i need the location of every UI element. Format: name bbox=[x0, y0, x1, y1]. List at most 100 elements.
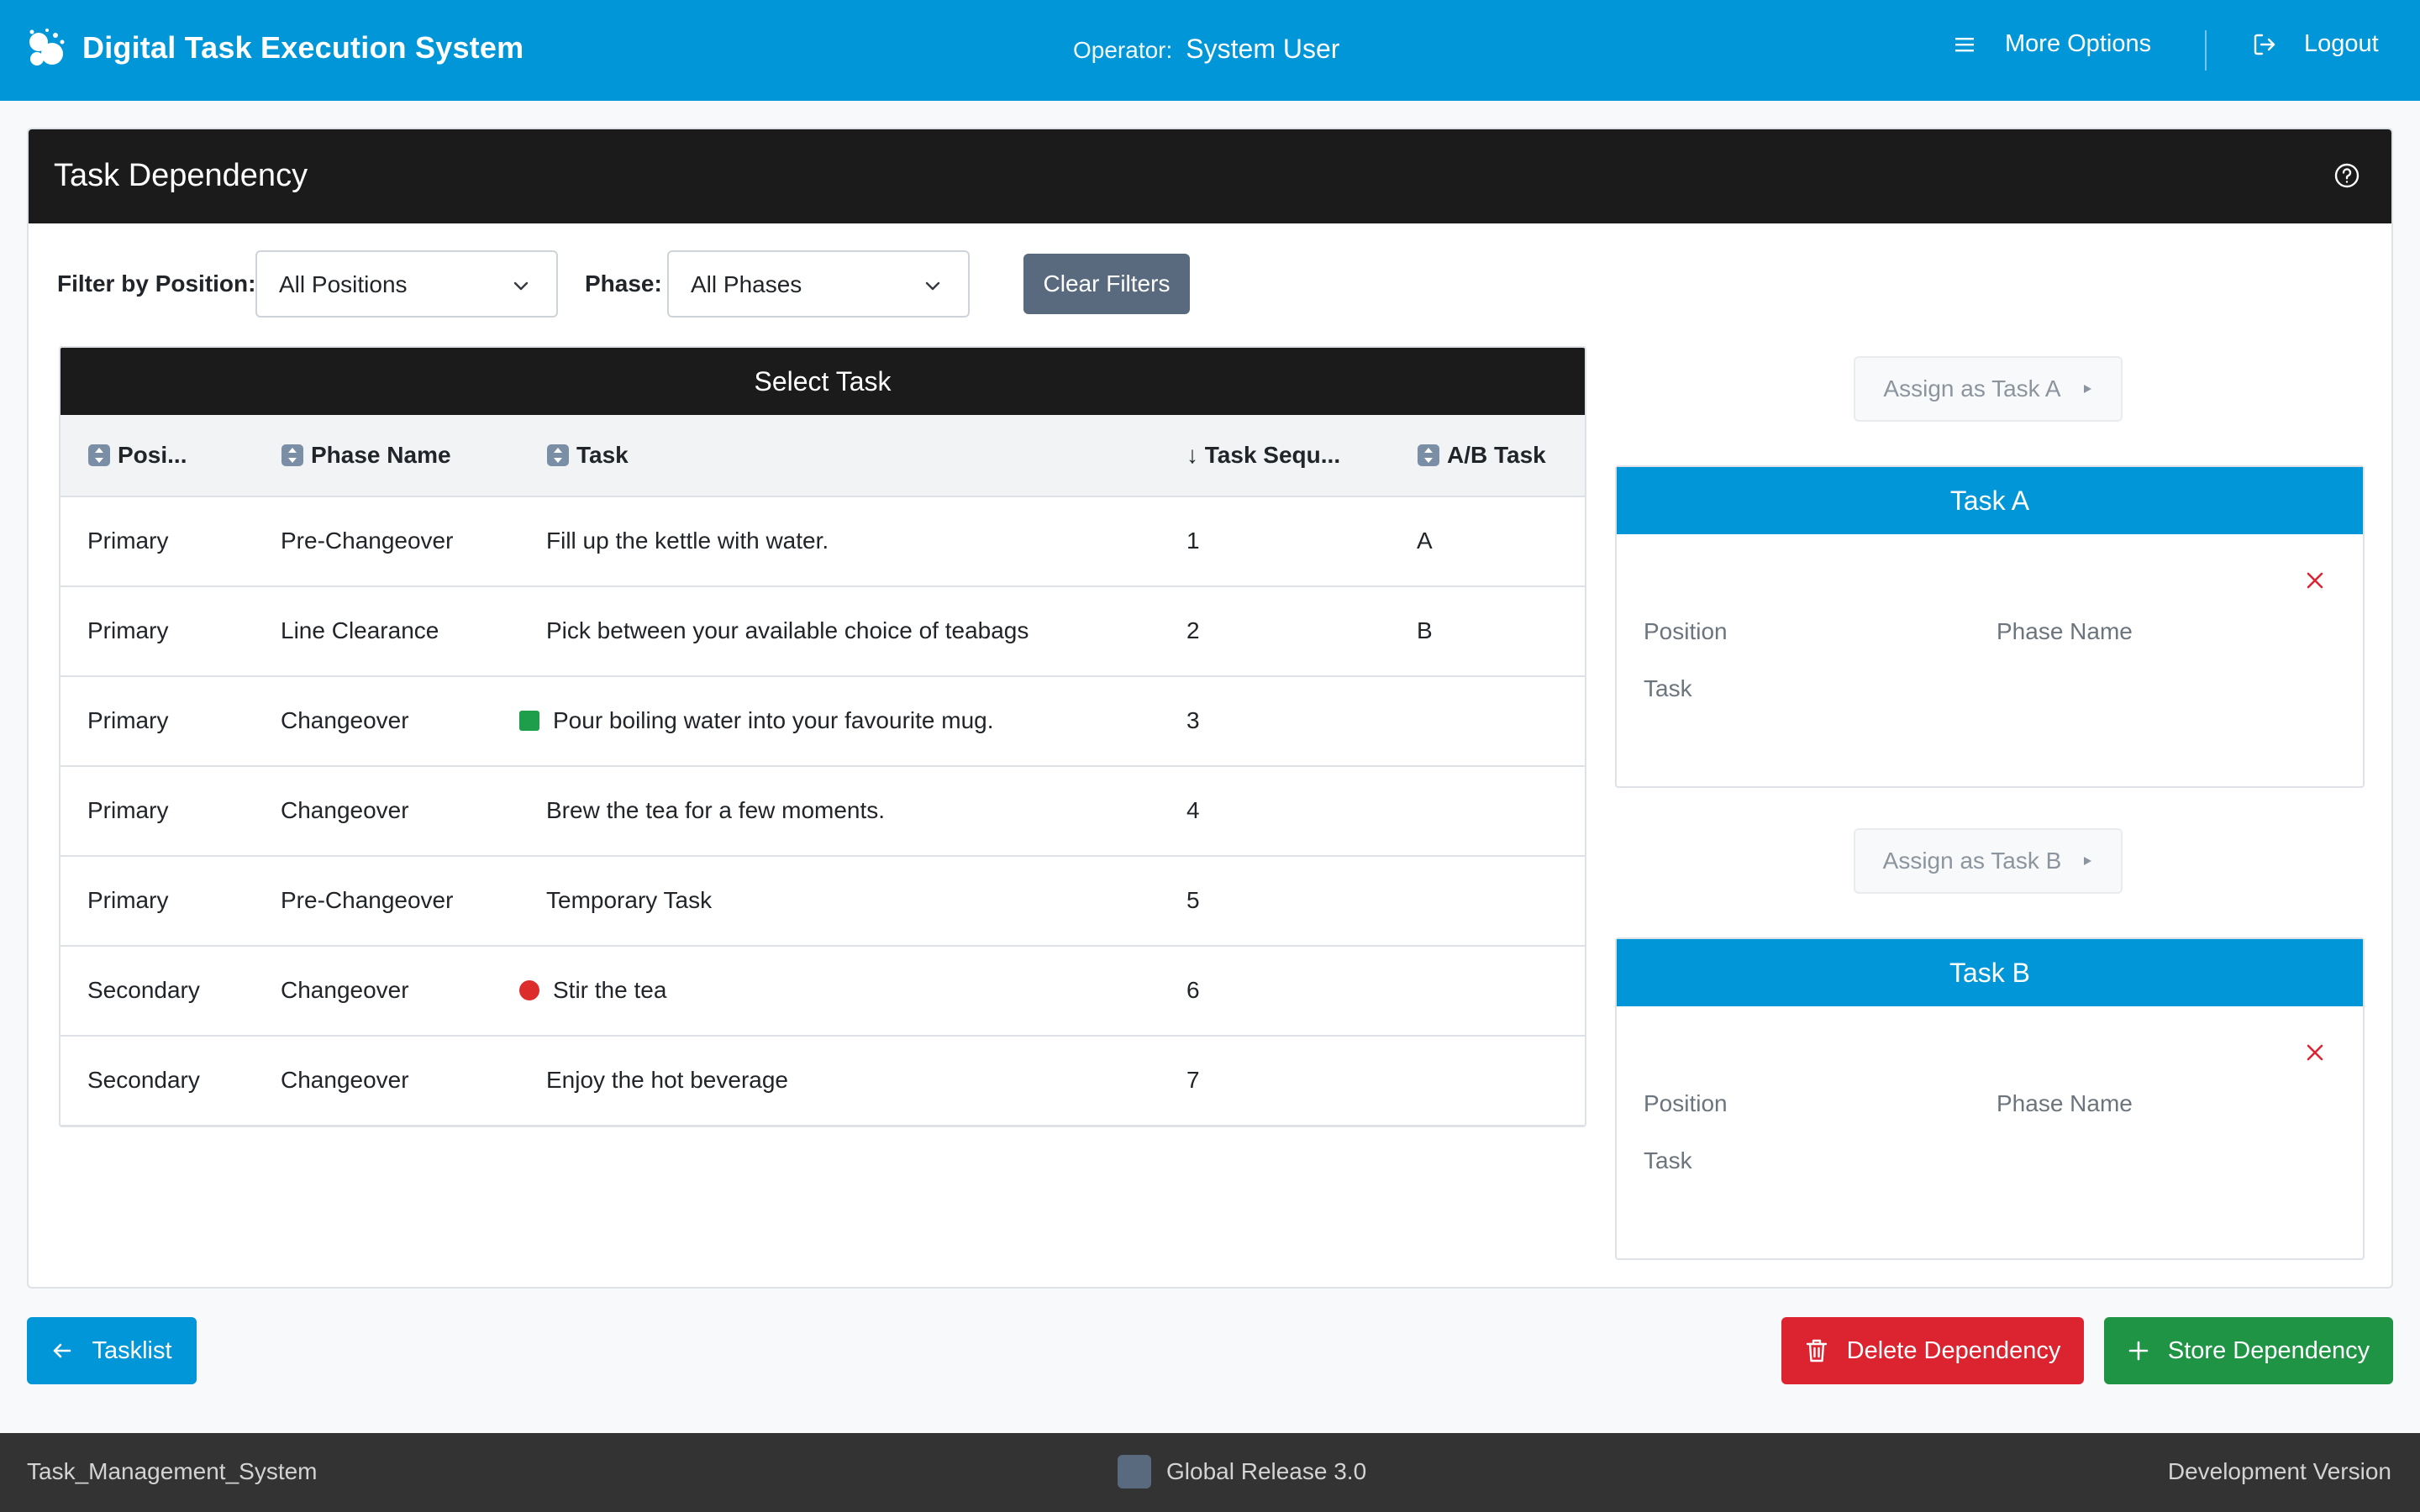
cell-phase: Pre-Changeover bbox=[281, 887, 454, 913]
table-row[interactable]: Secondary Changeover Enjoy the hot bever… bbox=[60, 1037, 1585, 1126]
logout-button[interactable]: Logout bbox=[2252, 30, 2379, 58]
app-logo-icon bbox=[29, 29, 65, 66]
chevron-down-icon bbox=[513, 281, 529, 291]
phase-filter-select[interactable]: All Phases bbox=[667, 250, 970, 318]
table-row[interactable]: Primary Pre-Changeover Temporary Task 5 bbox=[60, 857, 1585, 947]
footer-release-label: Global Release 3.0 bbox=[1166, 1458, 1367, 1484]
cell-phase: Changeover bbox=[281, 797, 409, 823]
cell-task: Stir the tea bbox=[519, 977, 666, 1004]
operator-info: Operator: System User bbox=[1073, 34, 1339, 65]
clear-filters-button[interactable]: Clear Filters bbox=[1023, 254, 1190, 314]
column-header-label: Phase Name bbox=[311, 442, 451, 468]
cell-phase: Changeover bbox=[281, 707, 409, 733]
cell-task: Pour boiling water into your favourite m… bbox=[519, 707, 994, 734]
card-header: Task Dependency bbox=[29, 129, 2391, 223]
position-filter-value: All Positions bbox=[279, 271, 408, 297]
column-header-ab-task[interactable]: A/B Task bbox=[1417, 442, 1546, 469]
red-status-marker-icon bbox=[519, 980, 539, 1000]
phase-filter-label: Phase: bbox=[585, 270, 662, 297]
table-header: Posi... Phase Name Task ↓ Task Sequ... A… bbox=[60, 415, 1585, 497]
column-header-phase-name[interactable]: Phase Name bbox=[281, 442, 451, 469]
column-header-position[interactable]: Posi... bbox=[87, 442, 187, 469]
column-header-task-sequence[interactable]: ↓ Task Sequ... bbox=[1186, 442, 1340, 469]
cell-task: Pick between your available choice of te… bbox=[546, 617, 1029, 643]
table-row[interactable]: Primary Changeover Pour boiling water in… bbox=[60, 677, 1585, 767]
more-options-label: More Options bbox=[2005, 30, 2152, 57]
caret-right-icon bbox=[2084, 857, 2092, 865]
store-dependency-label: Store Dependency bbox=[2167, 1336, 2370, 1364]
column-header-label: ↓ Task Sequ... bbox=[1186, 442, 1341, 468]
cell-sequence: 4 bbox=[1186, 797, 1200, 823]
assign-task-a-label: Assign as Task A bbox=[1883, 375, 2061, 402]
top-navbar: Digital Task Execution System Operator: … bbox=[0, 0, 2420, 101]
task-b-panel: Task B Position Phase Name Task bbox=[1615, 937, 2365, 1260]
cell-position: Primary bbox=[87, 528, 169, 554]
logout-icon bbox=[2254, 34, 2275, 55]
tasklist-button[interactable]: Tasklist bbox=[27, 1317, 197, 1384]
cell-task-text: Stir the tea bbox=[553, 977, 667, 1003]
column-header-task[interactable]: Task bbox=[546, 442, 629, 469]
more-options-button[interactable]: More Options bbox=[1953, 30, 2151, 58]
assign-task-b-label: Assign as Task B bbox=[1882, 848, 2062, 874]
column-header-label: Task bbox=[576, 442, 629, 468]
cell-position: Primary bbox=[87, 797, 169, 823]
task-a-phase-label: Phase Name bbox=[1996, 618, 2133, 644]
cell-position: Primary bbox=[87, 887, 169, 913]
cell-task: Brew the tea for a few moments. bbox=[546, 797, 886, 823]
caret-right-icon bbox=[2083, 385, 2091, 393]
cell-sequence: 7 bbox=[1186, 1067, 1200, 1093]
task-b-task-label: Task bbox=[1644, 1147, 1692, 1173]
task-dependency-card: Task Dependency Filter by Position: All … bbox=[27, 128, 2393, 1289]
close-icon[interactable] bbox=[2304, 570, 2326, 591]
cell-phase: Changeover bbox=[281, 1067, 409, 1093]
column-header-label: Posi... bbox=[118, 442, 187, 468]
cell-task: Temporary Task bbox=[546, 887, 713, 913]
menu-icon bbox=[1955, 37, 1974, 51]
table-row[interactable]: Primary Changeover Brew the tea for a fe… bbox=[60, 767, 1585, 857]
brand[interactable]: Digital Task Execution System bbox=[25, 25, 523, 71]
cell-task: Fill up the kettle with water. bbox=[546, 528, 829, 554]
task-a-title: Task A bbox=[1617, 467, 2363, 534]
sort-icon bbox=[88, 444, 110, 466]
operator-label: Operator: bbox=[1073, 37, 1173, 63]
select-task-table: Select Task Posi... Phase Name Task ↓ Ta… bbox=[59, 346, 1586, 1127]
arrow-left-icon bbox=[54, 1343, 71, 1358]
chevron-down-icon bbox=[925, 281, 940, 291]
task-b-phase-label: Phase Name bbox=[1996, 1090, 2133, 1116]
cell-sequence: 2 bbox=[1186, 617, 1200, 643]
position-filter-select[interactable]: All Positions bbox=[255, 250, 558, 318]
help-icon[interactable] bbox=[2333, 161, 2361, 190]
logout-label: Logout bbox=[2304, 30, 2379, 57]
assign-task-a-button[interactable]: Assign as Task A bbox=[1854, 356, 2123, 422]
assign-task-b-button[interactable]: Assign as Task B bbox=[1854, 828, 2123, 894]
sort-icon bbox=[281, 444, 303, 466]
tasklist-label: Tasklist bbox=[92, 1336, 172, 1364]
cell-sequence: 1 bbox=[1186, 528, 1200, 554]
table-row[interactable]: Secondary Changeover Stir the tea 6 bbox=[60, 947, 1585, 1037]
operator-name: System User bbox=[1186, 34, 1340, 64]
cell-position: Secondary bbox=[87, 1067, 200, 1093]
footer-system-name: Task_Management_System bbox=[27, 1458, 318, 1484]
plus-icon bbox=[2128, 1341, 2149, 1361]
delete-dependency-button[interactable]: Delete Dependency bbox=[1781, 1317, 2084, 1384]
card-title: Task Dependency bbox=[54, 158, 308, 193]
table-row[interactable]: Primary Pre-Changeover Fill up the kettl… bbox=[60, 497, 1585, 587]
cell-position: Primary bbox=[87, 617, 169, 643]
cell-sequence: 6 bbox=[1186, 977, 1200, 1003]
cell-sequence: 3 bbox=[1186, 707, 1200, 733]
footer-release: Global Release 3.0 bbox=[1118, 1455, 1366, 1488]
cell-task-text: Pour boiling water into your favourite m… bbox=[553, 707, 994, 733]
table-title: Select Task bbox=[60, 348, 1585, 415]
release-badge-icon bbox=[1118, 1455, 1151, 1488]
delete-dependency-label: Delete Dependency bbox=[1846, 1336, 2061, 1364]
cell-task: Enjoy the hot beverage bbox=[546, 1067, 788, 1093]
close-icon[interactable] bbox=[2304, 1042, 2326, 1063]
table-row[interactable]: Primary Line Clearance Pick between your… bbox=[60, 587, 1585, 677]
trash-icon bbox=[1806, 1339, 1827, 1362]
cell-ab: A bbox=[1417, 528, 1433, 554]
task-a-position-label: Position bbox=[1644, 618, 1728, 644]
green-status-marker-icon bbox=[519, 711, 539, 731]
sort-icon bbox=[547, 444, 569, 466]
store-dependency-button[interactable]: Store Dependency bbox=[2104, 1317, 2393, 1384]
navbar-divider bbox=[2205, 30, 2207, 71]
